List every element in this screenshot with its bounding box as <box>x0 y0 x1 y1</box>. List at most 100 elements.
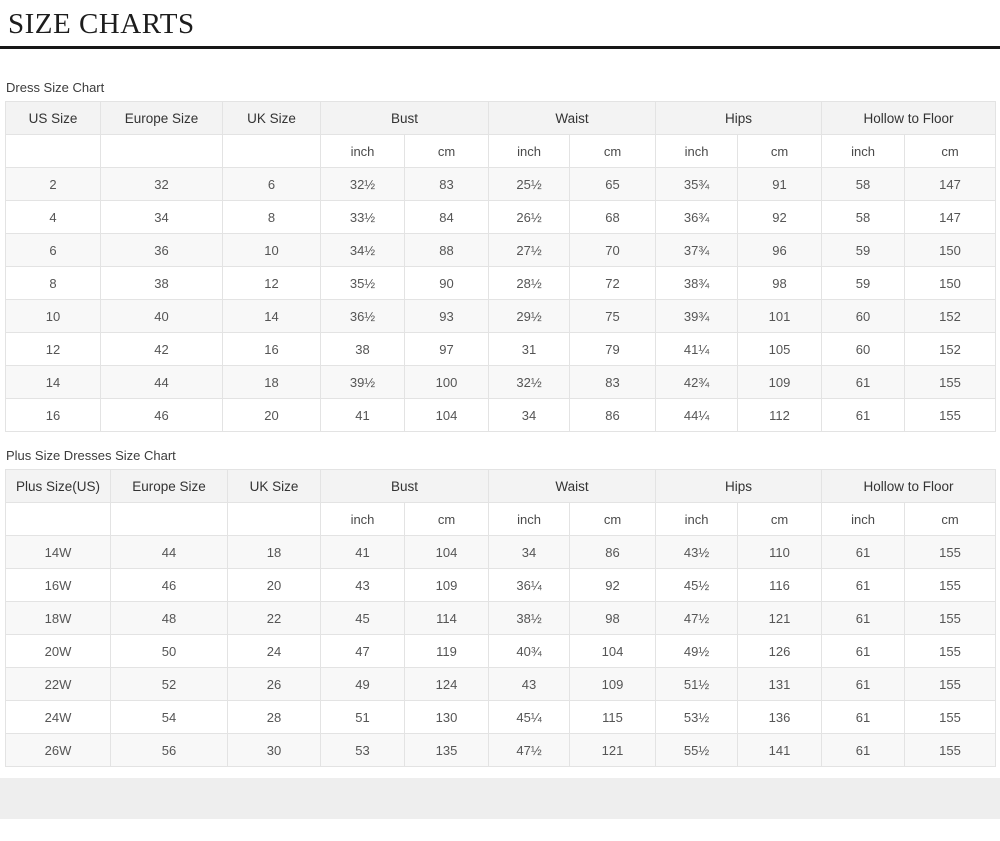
table-cell: 135 <box>403 733 490 767</box>
table-cell: 109 <box>403 568 490 602</box>
table-row: 20W 50 24 47 119 40¾ 104 49½ 126 61 155 <box>5 634 997 668</box>
table-cell: 130 <box>403 700 490 734</box>
empty-header-cell <box>110 502 228 536</box>
unit-header-cm: cm <box>737 134 823 168</box>
table-cell: 32½ <box>320 167 405 201</box>
table-cell: 93 <box>403 299 490 333</box>
table-cell: 131 <box>737 667 823 701</box>
table-cell: 14 <box>5 365 101 399</box>
table-cell: 44 <box>110 535 228 569</box>
table-cell: 90 <box>403 266 490 300</box>
table-cell: 98 <box>569 601 657 635</box>
table-cell: 56 <box>110 733 228 767</box>
column-header-hollow-to-floor: Hollow to Floor <box>821 101 997 135</box>
table-cell: 28 <box>227 700 321 734</box>
table-row: 22W 52 26 49 124 43 109 51½ 131 61 155 <box>5 667 997 701</box>
table-cell: 121 <box>737 601 823 635</box>
table-cell: 20 <box>227 568 321 602</box>
table-cell: 152 <box>904 299 997 333</box>
table-cell: 53½ <box>655 700 739 734</box>
table-cell: 20 <box>222 398 321 432</box>
table-cell: 105 <box>737 332 823 366</box>
size-charts-page: SIZE CHARTS Dress Size Chart US Size Euro… <box>0 8 1000 819</box>
table-cell: 38¾ <box>655 266 739 300</box>
page-header: SIZE CHARTS <box>0 8 1000 41</box>
table-cell: 14 <box>222 299 321 333</box>
column-header-uk-size: UK Size <box>227 469 321 503</box>
table-cell: 35½ <box>320 266 405 300</box>
table-cell: 22W <box>5 667 111 701</box>
table-cell: 55½ <box>655 733 739 767</box>
unit-header-cm: cm <box>569 502 657 536</box>
table-cell: 109 <box>569 667 657 701</box>
unit-header-inch: inch <box>655 134 739 168</box>
table-cell: 2 <box>5 167 101 201</box>
table-cell: 24 <box>227 634 321 668</box>
table-cell: 155 <box>904 733 997 767</box>
table-cell: 51½ <box>655 667 739 701</box>
unit-header-cm: cm <box>904 502 997 536</box>
column-header-uk-size: UK Size <box>222 101 321 135</box>
unit-header-cm: cm <box>403 134 490 168</box>
table-row: 14 44 18 39½ 100 32½ 83 42¾ 109 61 155 <box>5 365 997 399</box>
table-cell: 152 <box>904 332 997 366</box>
table-cell: 61 <box>821 535 906 569</box>
unit-header-cm: cm <box>403 502 490 536</box>
empty-header-cell <box>222 134 321 168</box>
plus-size-chart-label: Plus Size Dresses Size Chart <box>6 448 176 463</box>
table-cell: 25½ <box>488 167 571 201</box>
table-cell: 31 <box>488 332 571 366</box>
table-cell: 36 <box>100 233 223 267</box>
table-cell: 155 <box>904 535 997 569</box>
table-cell: 34½ <box>320 233 405 267</box>
table-cell: 47½ <box>488 733 571 767</box>
table-cell: 16 <box>222 332 321 366</box>
table-cell: 12 <box>5 332 101 366</box>
table-row: 16 46 20 41 104 34 86 44¼ 112 61 155 <box>5 398 997 432</box>
table-cell: 58 <box>821 167 906 201</box>
table-cell: 104 <box>403 398 490 432</box>
table-cell: 53 <box>320 733 405 767</box>
table-cell: 8 <box>222 200 321 234</box>
table-cell: 6 <box>5 233 101 267</box>
table-cell: 44¼ <box>655 398 739 432</box>
table-cell: 155 <box>904 398 997 432</box>
table-cell: 86 <box>569 535 657 569</box>
unit-header-inch: inch <box>320 502 405 536</box>
table-row: 4 34 8 33½ 84 26½ 68 36¾ 92 58 147 <box>5 200 997 234</box>
unit-header-inch: inch <box>320 134 405 168</box>
table-cell: 104 <box>403 535 490 569</box>
table-cell: 65 <box>569 167 657 201</box>
table-cell: 33½ <box>320 200 405 234</box>
table-cell: 40 <box>100 299 223 333</box>
table-cell: 126 <box>737 634 823 668</box>
table-cell: 12 <box>222 266 321 300</box>
table-cell: 61 <box>821 634 906 668</box>
table-cell: 47 <box>320 634 405 668</box>
table-cell: 59 <box>821 233 906 267</box>
page-title: SIZE CHARTS <box>8 8 195 40</box>
table-cell: 116 <box>737 568 823 602</box>
table-row: 26W 56 30 53 135 47½ 121 55½ 141 61 155 <box>5 733 997 767</box>
table-cell: 16W <box>5 568 111 602</box>
table-cell: 121 <box>569 733 657 767</box>
table-cell: 61 <box>821 700 906 734</box>
table-cell: 51 <box>320 700 405 734</box>
table-cell: 42¾ <box>655 365 739 399</box>
empty-header-cell <box>5 502 111 536</box>
table-row: 10 40 14 36½ 93 29½ 75 39¾ 101 60 152 <box>5 299 997 333</box>
unit-header-cm: cm <box>569 134 657 168</box>
table-cell: 61 <box>821 568 906 602</box>
table-cell: 92 <box>737 200 823 234</box>
table-cell: 155 <box>904 667 997 701</box>
unit-header-inch: inch <box>821 502 906 536</box>
column-header-bust: Bust <box>319 469 490 503</box>
unit-row: inch cm inch cm inch cm inch cm <box>5 502 997 536</box>
table-cell: 34 <box>488 535 571 569</box>
table-cell: 114 <box>403 601 490 635</box>
table-row: 16W 46 20 43 109 36¼ 92 45½ 116 61 155 <box>5 568 997 602</box>
table-cell: 155 <box>904 700 997 734</box>
table-cell: 47½ <box>655 601 739 635</box>
table-cell: 112 <box>737 398 823 432</box>
table-row: 8 38 12 35½ 90 28½ 72 38¾ 98 59 150 <box>5 266 997 300</box>
